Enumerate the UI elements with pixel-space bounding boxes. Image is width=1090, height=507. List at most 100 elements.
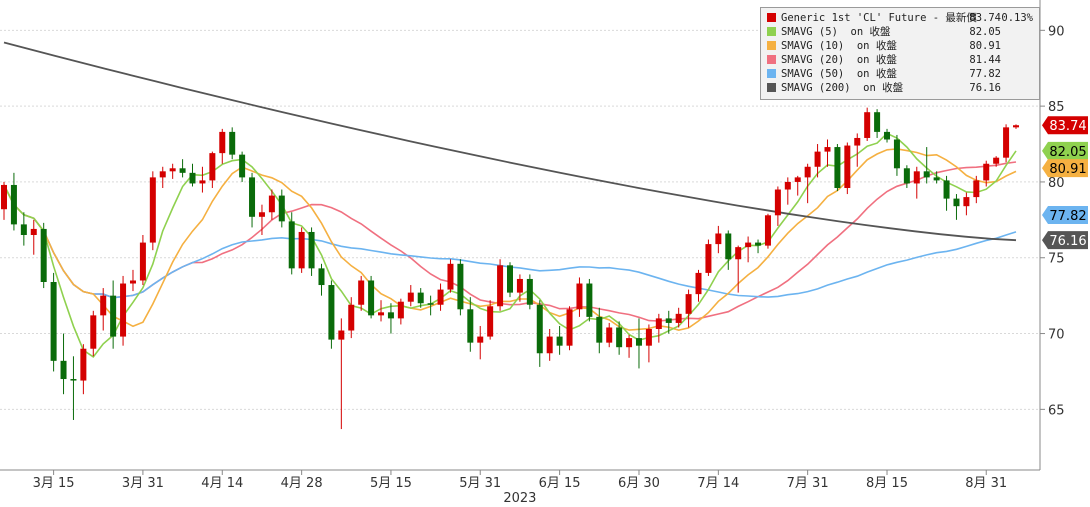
legend-label: Generic 1st 'CL' Future - 最新價 bbox=[781, 12, 977, 24]
candle-body bbox=[60, 360, 67, 380]
candle bbox=[417, 288, 424, 308]
candle-body bbox=[546, 336, 553, 354]
y-tick-label: 85 bbox=[1048, 100, 1065, 115]
candle bbox=[874, 109, 881, 138]
candle-body bbox=[526, 278, 533, 305]
candle-body bbox=[725, 233, 732, 260]
candle bbox=[80, 344, 87, 395]
legend-change: 0.13% bbox=[1001, 12, 1033, 24]
candle bbox=[923, 147, 930, 184]
candle bbox=[526, 274, 533, 310]
y-tick-label: 75 bbox=[1048, 252, 1065, 267]
candle bbox=[139, 235, 146, 286]
candle-body bbox=[993, 157, 1000, 164]
legend-value: 82.05 bbox=[969, 26, 1001, 38]
candle bbox=[90, 310, 97, 357]
candle-body bbox=[417, 292, 424, 304]
candle-body bbox=[1003, 127, 1010, 158]
candle-body bbox=[864, 112, 871, 138]
legend-item-smavg-200: SMAVG (200) on 收盤 76.16 bbox=[765, 81, 1035, 95]
candle-body bbox=[695, 272, 702, 295]
candle bbox=[764, 213, 771, 249]
candle-body bbox=[626, 338, 633, 348]
legend-label: SMAVG (5) on 收盤 bbox=[781, 26, 891, 38]
price-tag-label: 83.74 bbox=[1049, 119, 1086, 134]
candle bbox=[705, 239, 712, 276]
candle-body bbox=[169, 168, 176, 172]
candle bbox=[844, 142, 851, 195]
price-tag: 83.74 bbox=[1042, 116, 1088, 135]
legend-swatch bbox=[767, 69, 776, 78]
candle bbox=[318, 263, 325, 296]
candle bbox=[854, 133, 861, 167]
candle-body bbox=[824, 147, 831, 152]
candle bbox=[288, 212, 295, 275]
candle bbox=[665, 310, 672, 334]
candle-body bbox=[308, 231, 315, 269]
candle bbox=[814, 144, 821, 178]
candle-body bbox=[100, 295, 107, 316]
candle bbox=[774, 186, 781, 226]
price-tag: 77.82 bbox=[1042, 205, 1088, 224]
candle bbox=[239, 151, 246, 182]
candle bbox=[268, 189, 275, 220]
candle-body bbox=[655, 318, 662, 329]
candle-body bbox=[30, 228, 37, 235]
candle bbox=[348, 297, 355, 339]
candle bbox=[149, 171, 156, 251]
candle bbox=[586, 278, 593, 322]
candle bbox=[358, 275, 365, 311]
candle-body bbox=[953, 198, 960, 207]
candle-body bbox=[239, 154, 246, 178]
x-tick-label: 8月 15 bbox=[866, 476, 908, 491]
candle-body bbox=[437, 289, 444, 305]
candle-body bbox=[209, 153, 216, 181]
x-tick-label: 5月 15 bbox=[370, 476, 412, 491]
candle-body bbox=[219, 131, 226, 154]
candle bbox=[755, 239, 762, 254]
y-tick-label: 65 bbox=[1048, 403, 1065, 418]
candle-body bbox=[467, 309, 474, 343]
candle bbox=[516, 274, 523, 302]
legend-label: SMAVG (200) on 收盤 bbox=[781, 82, 904, 94]
candle-body bbox=[20, 224, 27, 235]
candle bbox=[30, 219, 37, 255]
candle-body bbox=[497, 265, 504, 307]
candle-body bbox=[755, 242, 762, 246]
price-tag-bg bbox=[1042, 205, 1088, 224]
candle-body bbox=[129, 280, 136, 284]
candle-body bbox=[735, 247, 742, 260]
candle-body bbox=[447, 263, 454, 290]
price-tag-label: 76.16 bbox=[1049, 234, 1086, 249]
candle bbox=[378, 300, 385, 322]
candle bbox=[735, 245, 742, 293]
legend-swatch bbox=[767, 83, 776, 92]
x-tick-label: 7月 14 bbox=[697, 476, 739, 491]
candle bbox=[556, 325, 563, 355]
candle-body bbox=[645, 329, 652, 346]
candle bbox=[685, 289, 692, 328]
candle-body bbox=[110, 295, 117, 337]
candle-body bbox=[745, 242, 752, 248]
candle-body bbox=[427, 303, 434, 305]
candle-body bbox=[596, 316, 603, 343]
candle bbox=[725, 230, 732, 270]
candle-body bbox=[675, 313, 682, 323]
y-tick-label: 70 bbox=[1048, 328, 1065, 343]
candle bbox=[427, 295, 434, 316]
candle-body bbox=[884, 131, 891, 140]
price-tag-label: 77.82 bbox=[1049, 209, 1086, 224]
candle-body bbox=[794, 177, 801, 182]
candle-body bbox=[635, 338, 642, 346]
legend-swatch bbox=[767, 41, 776, 50]
candle bbox=[596, 307, 603, 354]
candle bbox=[933, 171, 940, 184]
candle bbox=[219, 128, 226, 164]
smavg-200-line bbox=[3, 41, 1017, 242]
price-tag-label: 82.05 bbox=[1049, 145, 1086, 160]
price-tag-bg bbox=[1042, 141, 1088, 160]
candle bbox=[983, 160, 990, 187]
candle-body bbox=[50, 282, 57, 361]
y-axis: 65 70 75 80 85 90 bbox=[1039, 0, 1065, 470]
candle bbox=[100, 288, 107, 331]
